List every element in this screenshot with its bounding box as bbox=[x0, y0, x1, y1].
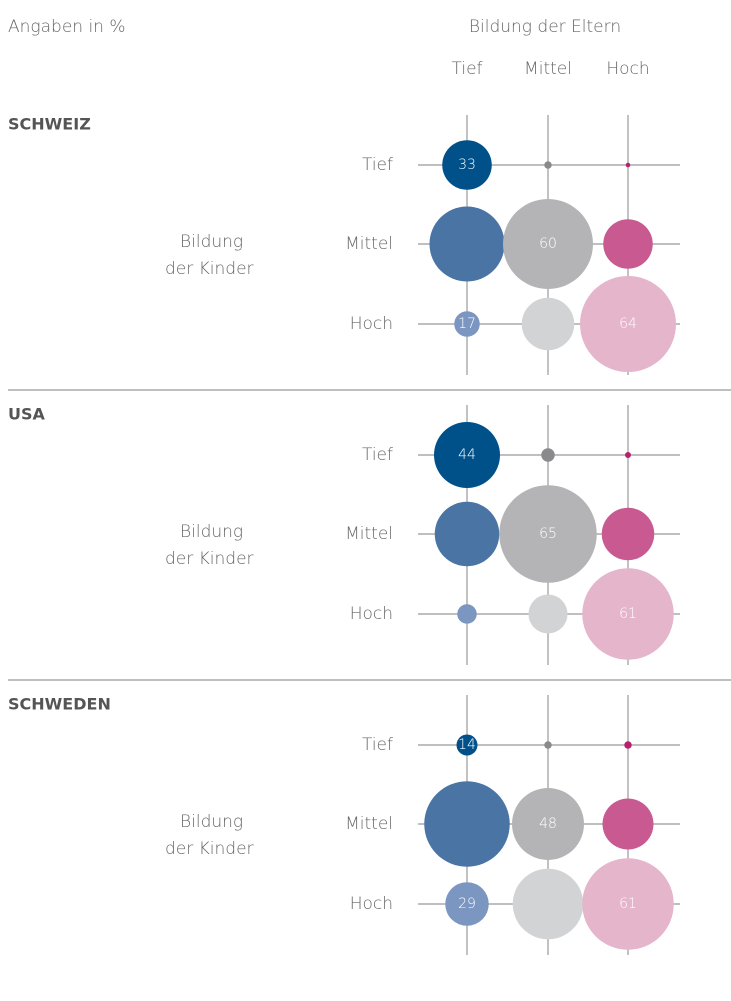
value-label: 61 bbox=[619, 896, 637, 912]
bubble bbox=[625, 162, 631, 168]
bubble bbox=[442, 140, 492, 190]
value-label: 17 bbox=[458, 316, 476, 332]
column-label: Hoch bbox=[606, 59, 649, 79]
bubble bbox=[602, 798, 654, 850]
bubble bbox=[512, 788, 584, 860]
bubble bbox=[456, 734, 478, 756]
row-label: Mittel bbox=[345, 234, 393, 254]
row-label: Tief bbox=[362, 735, 393, 755]
column-label: Mittel bbox=[524, 59, 572, 79]
bubble bbox=[544, 161, 552, 169]
row-label: Tief bbox=[362, 445, 393, 465]
row-title: der Kinder bbox=[165, 259, 254, 279]
bubble bbox=[582, 858, 674, 950]
panel-title: SCHWEIZ bbox=[8, 115, 91, 134]
row-label: Hoch bbox=[350, 604, 393, 624]
bubble bbox=[424, 781, 510, 867]
bubble bbox=[625, 452, 631, 458]
row-title: der Kinder bbox=[165, 839, 254, 859]
value-label: 61 bbox=[619, 606, 637, 622]
bubble bbox=[434, 501, 500, 567]
bubble bbox=[521, 297, 575, 351]
bubble bbox=[454, 311, 480, 337]
row-label: Mittel bbox=[345, 524, 393, 544]
bubble bbox=[434, 422, 500, 488]
row-label: Tief bbox=[362, 155, 393, 175]
row-title: der Kinder bbox=[165, 549, 254, 569]
value-label: 48 bbox=[539, 816, 557, 832]
bubble bbox=[624, 741, 632, 749]
panel-title: USA bbox=[8, 405, 46, 424]
bubble bbox=[582, 568, 674, 660]
bubble bbox=[429, 206, 505, 282]
bubble bbox=[499, 485, 597, 583]
bubble bbox=[601, 507, 655, 561]
bubble bbox=[512, 868, 584, 940]
bubble bbox=[544, 741, 552, 749]
note: Angaben in % bbox=[8, 17, 126, 37]
bubble bbox=[503, 199, 593, 289]
bubble bbox=[457, 604, 477, 624]
row-label: Hoch bbox=[350, 314, 393, 334]
bubble bbox=[528, 594, 568, 634]
bubble bbox=[603, 219, 653, 269]
row-label: Hoch bbox=[350, 894, 393, 914]
row-title: Bildung bbox=[180, 522, 243, 542]
value-label: 29 bbox=[458, 896, 476, 912]
value-label: 65 bbox=[539, 526, 557, 542]
value-label: 60 bbox=[539, 236, 557, 252]
row-title: Bildung bbox=[180, 232, 243, 252]
value-label: 64 bbox=[619, 316, 637, 332]
value-label: 44 bbox=[458, 447, 476, 463]
bubble bbox=[541, 448, 555, 462]
row-title: Bildung bbox=[180, 812, 243, 832]
panel-title: SCHWEDEN bbox=[8, 695, 111, 714]
column-label: Tief bbox=[451, 59, 482, 79]
value-label: 14 bbox=[458, 737, 476, 753]
bubble bbox=[445, 882, 489, 926]
row-label: Mittel bbox=[345, 814, 393, 834]
value-label: 33 bbox=[458, 157, 476, 173]
bubble bbox=[580, 276, 676, 372]
column-title: Bildung der Eltern bbox=[469, 17, 621, 37]
